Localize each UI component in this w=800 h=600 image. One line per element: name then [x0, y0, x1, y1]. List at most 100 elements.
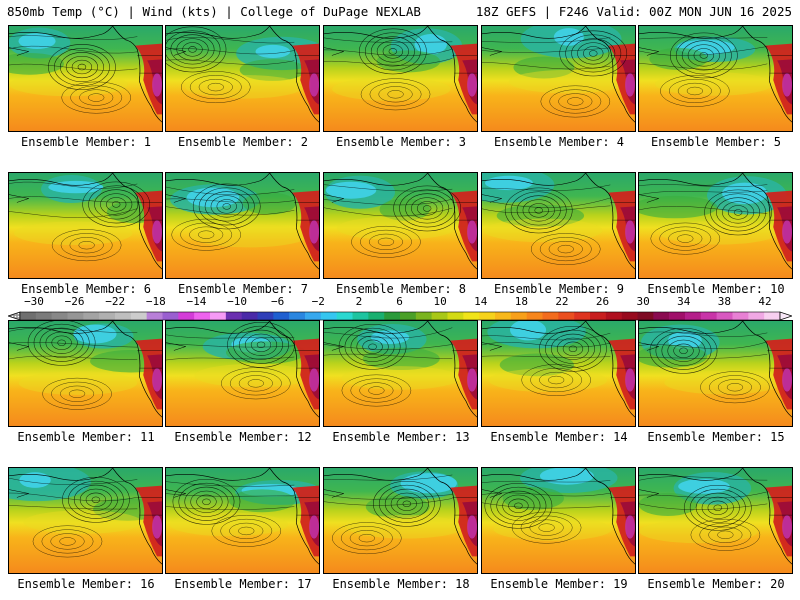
- colorbar-cell: [67, 312, 84, 320]
- ensemble-member-map: [323, 320, 478, 427]
- ensemble-member-map: [165, 320, 320, 427]
- colorbar-cell: [764, 312, 781, 320]
- ensemble-member-label: Ensemble Member: 2: [177, 135, 309, 149]
- ensemble-member-label: Ensemble Member: 17: [174, 577, 312, 591]
- ensemble-member-map: [165, 172, 320, 279]
- ensemble-member-map: [8, 320, 163, 427]
- colorbar-cell: [605, 312, 622, 320]
- colorbar-tick-label: 22: [555, 295, 569, 308]
- ensemble-member-label: Ensemble Member: 3: [335, 135, 467, 149]
- colorbar-tick-label: 18: [514, 295, 528, 308]
- temperature-wind-map: [639, 468, 792, 573]
- colorbar-cell: [384, 312, 401, 320]
- colorbar-tick-label: −6: [271, 295, 285, 308]
- temperature-wind-map: [166, 321, 319, 426]
- ensemble-member-label: Ensemble Member: 4: [493, 135, 625, 149]
- ensemble-member-label: Ensemble Member: 1: [20, 135, 152, 149]
- ensemble-member-label: Ensemble Member: 15: [647, 430, 785, 444]
- colorbar-tick-label: −10: [227, 295, 247, 308]
- model-valid-time: 18Z GEFS | F246 Valid: 00Z MON JUN 16 20…: [475, 4, 792, 19]
- colorbar-cell: [574, 312, 591, 320]
- ensemble-member-label: Ensemble Member: 9: [493, 282, 625, 296]
- ensemble-member-label: Ensemble Member: 5: [650, 135, 782, 149]
- colorbar-cell: [83, 312, 100, 320]
- temperature-wind-map: [9, 468, 162, 573]
- colorbar-cells: [19, 311, 781, 321]
- colorbar-cell: [320, 312, 337, 320]
- colorbar-cell: [115, 312, 132, 320]
- ensemble-member-label: Ensemble Member: 7: [177, 282, 309, 296]
- ensemble-member-map: [638, 172, 793, 279]
- ensemble-member-map: [481, 172, 636, 279]
- temperature-wind-map: [324, 468, 477, 573]
- colorbar-cell: [400, 312, 417, 320]
- ensemble-member-map: [8, 172, 163, 279]
- colorbar-cell: [637, 312, 654, 320]
- ensemble-member-label: Ensemble Member: 12: [174, 430, 312, 444]
- colorbar-max-arrow: [779, 311, 792, 321]
- colorbar-tick-label: −2: [311, 295, 325, 308]
- colorbar-cell: [35, 312, 52, 320]
- ensemble-member-map: [323, 172, 478, 279]
- ensemble-member-map: [165, 25, 320, 132]
- colorbar-cell: [558, 312, 575, 320]
- temperature-wind-map: [9, 321, 162, 426]
- colorbar-tick-label: −26: [64, 295, 85, 308]
- colorbar-cell: [447, 312, 464, 320]
- colorbar-tick-label: 34: [677, 295, 691, 308]
- colorbar-cell: [210, 312, 227, 320]
- temperature-wind-map: [482, 173, 635, 278]
- ensemble-member-label: Ensemble Member: 14: [490, 430, 628, 444]
- ensemble-member-label: Ensemble Member: 10: [647, 282, 785, 296]
- colorbar-cell: [146, 312, 163, 320]
- colorbar-cell: [685, 312, 702, 320]
- colorbar-tick-label: −18: [145, 295, 166, 308]
- ensemble-member-map: [481, 467, 636, 574]
- colorbar-cell: [257, 312, 274, 320]
- colorbar-cell: [194, 312, 211, 320]
- colorbar-tick-label: −14: [186, 295, 207, 308]
- temperature-wind-map: [639, 26, 792, 131]
- colorbar-cell: [336, 312, 353, 320]
- colorbar-cell: [590, 312, 607, 320]
- ensemble-member-map: [323, 25, 478, 132]
- ensemble-member-map: [165, 467, 320, 574]
- colorbar-cell: [305, 312, 322, 320]
- colorbar-cell: [669, 312, 686, 320]
- colorbar-tick-label: 10: [433, 295, 447, 308]
- ensemble-member-map: [323, 467, 478, 574]
- colorbar-tick-label: 2: [355, 295, 363, 308]
- colorbar-cell: [748, 312, 765, 320]
- colorbar-tick-label: −22: [105, 295, 126, 308]
- colorbar-cell: [510, 312, 527, 320]
- temperature-wind-map: [166, 468, 319, 573]
- colorbar-tick-label: −30: [24, 295, 44, 308]
- temperature-wind-map: [324, 173, 477, 278]
- temperature-wind-map: [482, 321, 635, 426]
- ensemble-member-label: Ensemble Member: 19: [490, 577, 628, 591]
- ensemble-member-label: Ensemble Member: 6: [20, 282, 152, 296]
- ensemble-member-label: Ensemble Member: 20: [647, 577, 785, 591]
- ensemble-member-label: Ensemble Member: 16: [17, 577, 155, 591]
- ensemble-member-label: Ensemble Member: 13: [332, 430, 470, 444]
- colorbar-cell: [289, 312, 306, 320]
- temperature-wind-map: [482, 468, 635, 573]
- temperature-wind-map: [482, 26, 635, 131]
- temperature-wind-map: [166, 26, 319, 131]
- colorbar-cell: [479, 312, 496, 320]
- colorbar-cell: [51, 312, 68, 320]
- colorbar-cell: [621, 312, 638, 320]
- ensemble-member-map: [8, 25, 163, 132]
- ensemble-member-map: [481, 25, 636, 132]
- colorbar-cell: [162, 312, 179, 320]
- temperature-wind-map: [9, 26, 162, 131]
- colorbar-cell: [20, 312, 37, 320]
- colorbar-tick-label: 30: [636, 295, 650, 308]
- ensemble-member-map: [8, 467, 163, 574]
- ensemble-member-map: [638, 320, 793, 427]
- colorbar-tick-label: 38: [717, 295, 731, 308]
- colorbar-min-arrow: [8, 311, 21, 321]
- temperature-wind-map: [9, 173, 162, 278]
- colorbar-tick-label: 14: [474, 295, 488, 308]
- colorbar-cell: [368, 312, 385, 320]
